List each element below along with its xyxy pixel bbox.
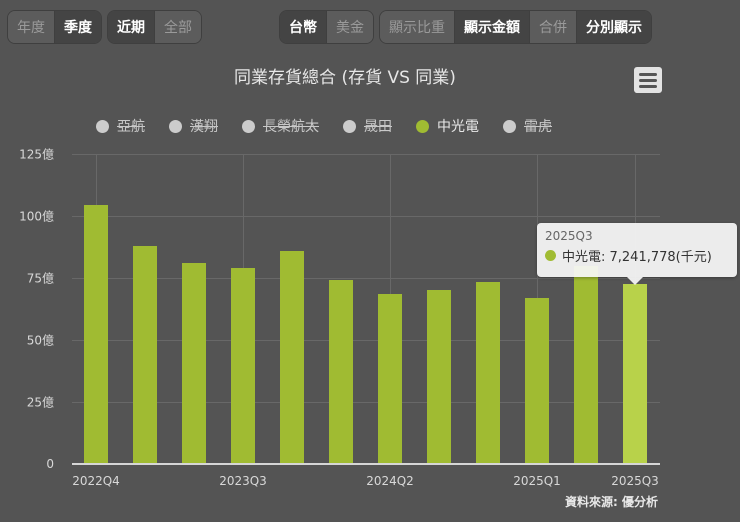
legend-label: 亞航 bbox=[117, 119, 145, 135]
legend-label: 中光電 bbox=[437, 119, 479, 135]
legend-item[interactable]: 雷虎 bbox=[503, 116, 552, 136]
tooltip-title: 2025Q3 bbox=[545, 229, 593, 243]
legend-dot-icon bbox=[343, 119, 356, 133]
period-toggle-group: 年度 季度 bbox=[7, 10, 102, 44]
legend-dot-icon bbox=[416, 119, 429, 133]
legend-label: 長榮航太 bbox=[263, 119, 319, 135]
legend-label: 雷虎 bbox=[524, 119, 552, 135]
bar-2023Q3[interactable] bbox=[231, 267, 255, 464]
display-button-2[interactable]: 合併 bbox=[530, 11, 577, 43]
display-button-1[interactable]: 顯示金額 bbox=[455, 11, 530, 43]
currency-toggle-group: 台幣 美金 bbox=[279, 10, 374, 44]
currency-button-1[interactable]: 美金 bbox=[327, 11, 373, 43]
legend-dot-icon bbox=[503, 119, 516, 133]
bar-2023Q4[interactable] bbox=[280, 251, 304, 464]
legend-dot-icon bbox=[169, 119, 182, 133]
legend-item[interactable]: 亞航 bbox=[96, 116, 145, 136]
range-button-0[interactable]: 近期 bbox=[108, 11, 155, 43]
y-tick-label: 0 bbox=[46, 457, 54, 471]
display-button-3[interactable]: 分別顯示 bbox=[577, 11, 651, 43]
legend-label: 晟田 bbox=[364, 119, 392, 135]
gridline bbox=[72, 402, 660, 403]
bar-2025Q2[interactable] bbox=[574, 265, 598, 464]
range-toggle-group: 近期 全部 bbox=[107, 10, 202, 44]
x-tick-label: 2024Q2 bbox=[366, 474, 414, 488]
gridline bbox=[72, 278, 660, 279]
legend-item[interactable]: 晟田 bbox=[343, 116, 392, 136]
chart-title: 同業存貨總合 (存貨 VS 同業) bbox=[234, 68, 456, 88]
chart-legend: 亞航 漢翔 長榮航太 晟田 中光電 雷虎 bbox=[96, 116, 576, 136]
series-dot-icon bbox=[545, 250, 556, 261]
bar-2024Q3[interactable] bbox=[427, 289, 451, 464]
legend-item[interactable]: 漢翔 bbox=[169, 116, 218, 136]
x-tick-label: 2025Q3 bbox=[611, 474, 659, 488]
data-source-credit[interactable]: 資料來源: 優分析 bbox=[565, 495, 658, 509]
period-button-1[interactable]: 季度 bbox=[55, 11, 101, 43]
legend-item[interactable]: 中光電 bbox=[416, 116, 479, 136]
x-axis-line bbox=[72, 463, 660, 465]
gridline bbox=[72, 216, 660, 217]
legend-item[interactable]: 長榮航太 bbox=[242, 116, 319, 136]
currency-button-0[interactable]: 台幣 bbox=[280, 11, 327, 43]
y-tick-label: 25億 bbox=[26, 395, 54, 410]
x-tick-label: 2025Q1 bbox=[513, 474, 561, 488]
period-button-0[interactable]: 年度 bbox=[8, 11, 55, 43]
tooltip: 2025Q3 中光電: 7,241,778(千元) bbox=[537, 223, 737, 285]
bar-2024Q1[interactable] bbox=[329, 279, 353, 464]
x-tick-label: 2023Q3 bbox=[219, 474, 267, 488]
bar-2023Q2[interactable] bbox=[182, 262, 206, 464]
legend-label: 漢翔 bbox=[190, 119, 218, 135]
bar-2025Q1[interactable] bbox=[525, 297, 549, 464]
tooltip-value: 中光電: 7,241,778(千元) bbox=[562, 250, 712, 265]
legend-dot-icon bbox=[242, 119, 255, 133]
bar-2024Q4[interactable] bbox=[476, 282, 500, 464]
y-tick-label: 125億 bbox=[19, 147, 54, 162]
hamburger-menu-icon[interactable] bbox=[634, 67, 662, 93]
display-toggle-group: 顯示比重 顯示金額 合併 分別顯示 bbox=[379, 10, 652, 44]
legend-dot-icon bbox=[96, 119, 109, 133]
gridline bbox=[72, 154, 660, 155]
bar-2025Q3[interactable] bbox=[623, 284, 647, 464]
range-button-1[interactable]: 全部 bbox=[155, 11, 201, 43]
y-tick-label: 100億 bbox=[19, 209, 54, 224]
gridline bbox=[72, 340, 660, 341]
bar-2023Q1[interactable] bbox=[133, 246, 157, 464]
bar-2022Q4[interactable] bbox=[84, 205, 108, 464]
x-tick-label: 2022Q4 bbox=[72, 474, 120, 488]
plot-area bbox=[72, 154, 660, 465]
y-tick-label: 50億 bbox=[26, 333, 54, 348]
bar-2024Q2[interactable] bbox=[378, 294, 402, 464]
y-tick-label: 75億 bbox=[26, 271, 54, 286]
display-button-0[interactable]: 顯示比重 bbox=[380, 11, 455, 43]
